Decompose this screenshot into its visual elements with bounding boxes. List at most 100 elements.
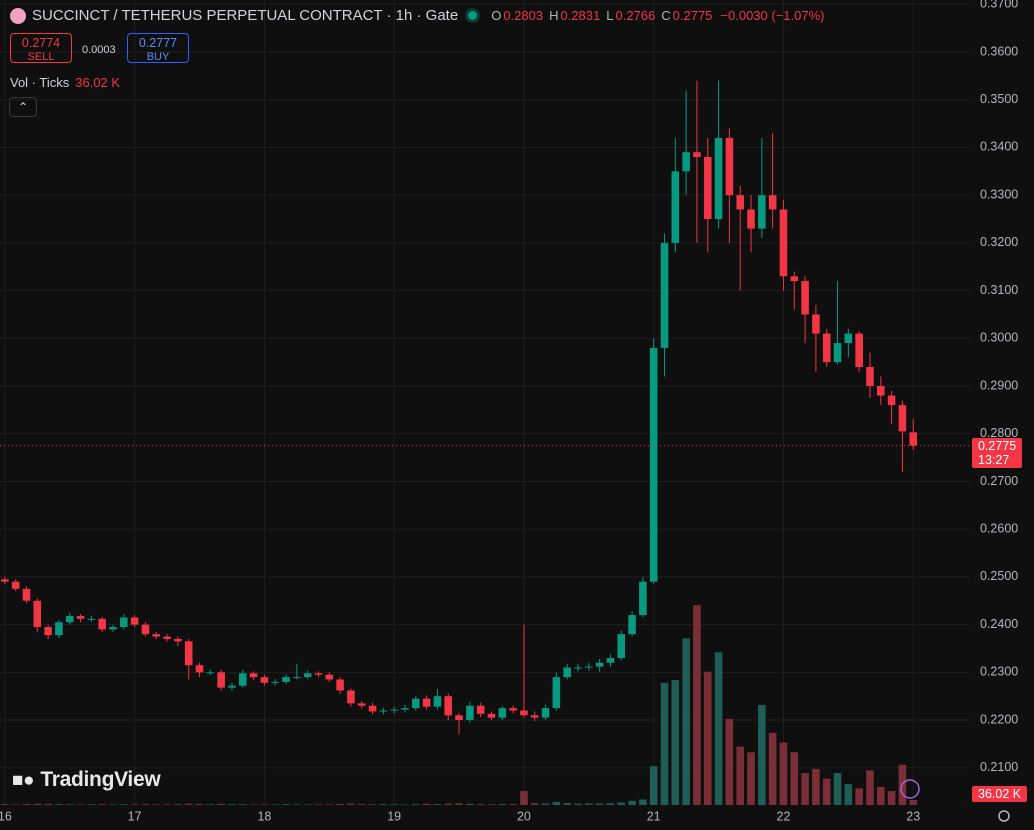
candle-body <box>368 705 377 712</box>
candle-body <box>260 677 269 683</box>
sell-price: 0.2774 <box>21 36 61 50</box>
volume-bar <box>541 803 550 805</box>
candle-body <box>1 579 9 582</box>
candle-body <box>195 665 204 673</box>
volume-bar <box>357 804 366 805</box>
volume-bar <box>476 804 485 805</box>
volume-bar <box>520 791 528 805</box>
volume-bar <box>552 801 561 805</box>
header: SUCCINCT / TETHERUS PERPETUAL CONTRACT ·… <box>10 7 824 24</box>
candle-body <box>833 343 842 363</box>
candle-body <box>530 715 539 718</box>
ohlc-key: H <box>549 8 559 23</box>
volume-bar <box>444 803 453 805</box>
candle-body <box>509 708 517 711</box>
candle-body <box>639 581 647 616</box>
ohlc-value: 0.2775 <box>672 8 713 23</box>
volume-indicator-value: 36.02 K <box>75 75 121 90</box>
candle-body <box>282 677 290 682</box>
volume-bar <box>33 803 42 805</box>
y-tick-label: 0.2900 <box>980 378 1018 392</box>
candle-body <box>444 696 453 716</box>
volume-bar <box>55 804 63 805</box>
candle-body <box>909 432 918 446</box>
candle-body <box>22 588 31 601</box>
spread: 0.0003 <box>82 44 116 56</box>
candle-body <box>887 395 896 406</box>
volume-bar <box>87 804 96 805</box>
candle-body <box>844 333 853 344</box>
ohlc-key: L <box>606 8 614 23</box>
volume-bar <box>433 804 442 805</box>
volume-bar <box>649 766 658 805</box>
candle-body <box>314 673 323 675</box>
candle-body <box>790 276 799 282</box>
volume-bar <box>76 804 85 805</box>
candle-body <box>390 709 398 711</box>
volume-tag: 36.02 K <box>972 786 1028 802</box>
collapse-button[interactable]: ⌃ <box>9 97 37 117</box>
candle-body <box>412 698 420 709</box>
volume-bar <box>303 804 312 805</box>
x-tick-label: 23 <box>906 809 920 823</box>
candle-body <box>595 662 604 667</box>
candle-body <box>898 405 907 432</box>
volume-bar <box>174 804 182 805</box>
candle-body <box>228 685 236 688</box>
buy-label: BUY <box>146 51 170 63</box>
volume-bar <box>163 804 171 805</box>
volume-bar <box>65 804 74 805</box>
candle-body <box>498 708 507 718</box>
brand: TradingView <box>40 768 161 791</box>
buy-button[interactable]: 0.2777 BUY <box>127 33 189 63</box>
symbol-icon <box>10 7 26 24</box>
y-tick-label: 0.2800 <box>980 426 1018 440</box>
sell-label: SELL <box>27 51 55 63</box>
y-tick-label: 0.3200 <box>980 235 1018 249</box>
volume-bar <box>660 682 669 805</box>
volume-indicator[interactable]: Vol · Ticks 36.02 K <box>10 75 120 90</box>
volume-bar <box>639 799 647 805</box>
candle-body <box>98 618 106 630</box>
volume-bar <box>768 732 777 805</box>
sell-button[interactable]: 0.2774 SELL <box>10 33 72 63</box>
x-tick-label: 19 <box>387 809 401 823</box>
volume-bar <box>152 804 161 805</box>
volume-bar <box>509 804 517 805</box>
candle-body <box>217 672 225 688</box>
x-tick-label: 18 <box>257 809 271 823</box>
y-tick-label: 0.2600 <box>980 521 1018 535</box>
candle-body <box>466 705 474 721</box>
volume-bar <box>314 804 323 805</box>
candle-body <box>249 673 258 678</box>
volume-bar <box>887 791 896 805</box>
y-tick-label: 0.3400 <box>980 140 1018 154</box>
candle-body <box>768 195 777 210</box>
x-tick-label: 16 <box>0 809 12 823</box>
volume-bar <box>422 803 431 805</box>
ohlc-key: O <box>491 8 502 23</box>
volume-bar <box>228 804 236 805</box>
candle-body <box>801 281 809 315</box>
x-tick-label: 22 <box>777 809 791 823</box>
volume-bar <box>833 773 842 805</box>
volume-bar <box>530 803 539 805</box>
volume-bar <box>574 803 582 805</box>
volume-bar <box>671 680 680 805</box>
candle-body <box>779 209 788 277</box>
volume-bar <box>909 800 918 805</box>
candle-body <box>65 616 74 623</box>
x-tick-label: 17 <box>128 809 142 823</box>
y-tick-label: 0.2300 <box>980 665 1018 679</box>
volume-bar <box>1 804 9 805</box>
candle-body <box>422 698 431 707</box>
candle-body <box>628 615 636 635</box>
volume-bar <box>22 804 31 805</box>
volume-bar <box>282 804 290 805</box>
symbol-title[interactable]: SUCCINCT / TETHERUS PERPETUAL CONTRACT ·… <box>32 7 459 24</box>
y-tick-label: 0.2200 <box>980 712 1018 726</box>
volume-bar <box>390 804 398 805</box>
candle-body <box>303 673 312 678</box>
y-tick-label: 0.2700 <box>980 474 1018 488</box>
